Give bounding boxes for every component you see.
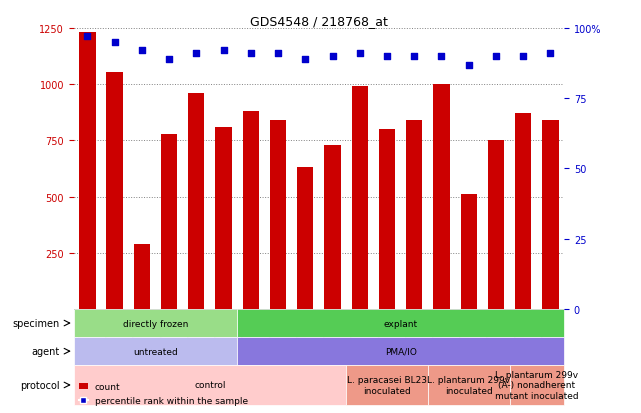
Bar xyxy=(351,87,368,309)
FancyBboxPatch shape xyxy=(428,366,510,405)
Bar xyxy=(460,195,477,309)
Bar xyxy=(297,168,313,309)
Text: specimen: specimen xyxy=(13,318,60,328)
Text: directly frozen: directly frozen xyxy=(123,319,188,328)
Point xyxy=(164,57,174,63)
Legend: count, percentile rank within the sample: count, percentile rank within the sample xyxy=(75,379,252,408)
Text: explant: explant xyxy=(383,319,418,328)
Text: control: control xyxy=(194,380,226,389)
Text: L. paracasei BL23
inoculated: L. paracasei BL23 inoculated xyxy=(347,375,427,395)
Bar xyxy=(161,134,178,309)
Text: GSM579390: GSM579390 xyxy=(405,312,414,363)
Bar xyxy=(379,130,395,309)
Point xyxy=(354,51,365,57)
FancyBboxPatch shape xyxy=(74,337,237,366)
Point xyxy=(491,54,501,60)
Text: GSM579385: GSM579385 xyxy=(106,312,115,363)
Point xyxy=(409,54,419,60)
Point xyxy=(328,54,338,60)
Text: GSM579383: GSM579383 xyxy=(215,312,224,363)
Bar xyxy=(406,121,422,309)
Bar xyxy=(134,244,150,309)
Text: L. plantarum 299v
(A-) nonadherent
mutant inoculated: L. plantarum 299v (A-) nonadherent mutan… xyxy=(495,370,579,400)
Text: GSM579398: GSM579398 xyxy=(296,312,305,363)
Point xyxy=(273,51,283,57)
Point xyxy=(110,40,120,46)
FancyBboxPatch shape xyxy=(510,366,564,405)
Text: GSM579386: GSM579386 xyxy=(133,312,142,363)
Text: GSM579391: GSM579391 xyxy=(433,312,442,363)
FancyBboxPatch shape xyxy=(237,337,564,366)
Point xyxy=(82,34,92,40)
Bar xyxy=(106,73,123,309)
FancyBboxPatch shape xyxy=(74,366,346,405)
Bar xyxy=(433,85,450,309)
Title: GDS4548 / 218768_at: GDS4548 / 218768_at xyxy=(250,15,388,28)
Text: protocol: protocol xyxy=(21,380,60,390)
Point xyxy=(463,62,474,69)
Text: agent: agent xyxy=(32,347,60,356)
Text: GSM579392: GSM579392 xyxy=(460,312,469,363)
Text: GSM579389: GSM579389 xyxy=(378,312,387,363)
FancyBboxPatch shape xyxy=(346,366,428,405)
FancyBboxPatch shape xyxy=(237,309,564,337)
Point xyxy=(545,51,556,57)
Bar xyxy=(243,112,259,309)
Bar xyxy=(324,145,341,309)
Text: GSM579388: GSM579388 xyxy=(351,312,360,363)
Text: GSM579387: GSM579387 xyxy=(324,312,333,363)
Text: GSM579396: GSM579396 xyxy=(242,312,251,363)
Bar xyxy=(270,121,286,309)
Bar xyxy=(542,121,559,309)
Bar xyxy=(79,33,96,309)
Point xyxy=(518,54,528,60)
Text: GSM579394: GSM579394 xyxy=(514,312,523,363)
Text: GSM579397: GSM579397 xyxy=(269,312,278,363)
Point xyxy=(137,48,147,55)
Bar xyxy=(515,114,531,309)
Text: L. plantarum 299v
inoculated: L. plantarum 299v inoculated xyxy=(427,375,510,395)
Point xyxy=(191,51,201,57)
Text: GSM579395: GSM579395 xyxy=(542,312,551,363)
Text: GSM579382: GSM579382 xyxy=(187,312,196,363)
Point xyxy=(300,57,310,63)
Point xyxy=(219,48,229,55)
Point xyxy=(246,51,256,57)
FancyBboxPatch shape xyxy=(74,309,237,337)
Text: untreated: untreated xyxy=(133,347,178,356)
Text: GSM579381: GSM579381 xyxy=(160,312,169,363)
Bar xyxy=(188,94,204,309)
Point xyxy=(437,54,447,60)
Bar xyxy=(215,128,232,309)
Text: GSM579393: GSM579393 xyxy=(487,312,496,363)
Text: GSM579384: GSM579384 xyxy=(78,312,87,363)
Bar xyxy=(488,141,504,309)
Point xyxy=(382,54,392,60)
Text: PMA/IO: PMA/IO xyxy=(385,347,417,356)
